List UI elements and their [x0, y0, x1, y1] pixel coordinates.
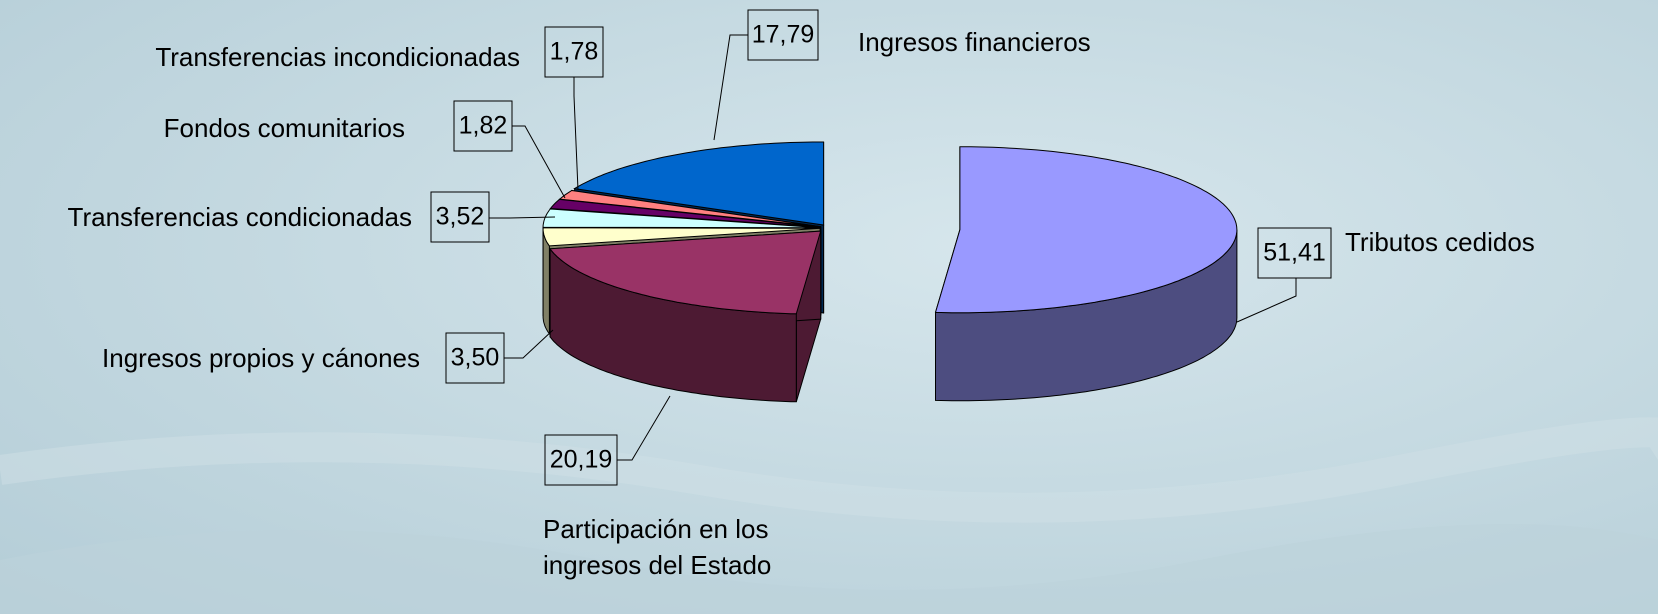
category-label: Fondos comunitarios	[163, 113, 405, 143]
value-label-box	[453, 100, 513, 152]
value-label-box	[445, 332, 505, 384]
leader-line	[504, 329, 554, 359]
slice-top	[934, 146, 1238, 314]
value-label-box	[544, 434, 618, 486]
leader-line	[512, 125, 566, 199]
value-label: 3,50	[451, 344, 500, 372]
value-label: 1,82	[459, 112, 508, 140]
slice-top	[558, 189, 821, 228]
value-label-box	[544, 26, 604, 78]
category-label: Tributos cedidos	[1345, 227, 1535, 257]
value-label-box	[747, 9, 819, 61]
value-label: 17,79	[752, 21, 815, 49]
slice-top	[549, 198, 821, 228]
leader-line	[1236, 278, 1297, 323]
value-label-box	[430, 191, 490, 243]
leader-line	[573, 77, 579, 191]
category-label: Participación en los ingresos del Estado	[543, 514, 772, 580]
pie	[542, 141, 1238, 403]
slice-top	[542, 208, 821, 229]
leader-line	[713, 34, 748, 141]
labels: 51,41 20,19 3,50 3,52 1,82 1,78 17,79	[430, 9, 1332, 486]
slice-top	[573, 141, 825, 226]
slice-top	[549, 230, 822, 315]
value-label: 51,41	[1263, 239, 1326, 267]
category-label: Transferencias condicionadas	[67, 202, 412, 232]
pie-slice	[549, 230, 822, 403]
slice-top	[542, 227, 821, 247]
category-label: Ingresos financieros	[858, 27, 1091, 57]
value-label-box	[1257, 227, 1332, 279]
leader-line	[617, 395, 671, 461]
category-label: Ingresos propios y cánones	[102, 343, 420, 373]
value-label: 20,19	[550, 446, 613, 474]
pie-slice	[934, 146, 1238, 402]
background-wave	[0, 417, 1658, 523]
background-wave	[0, 524, 1658, 614]
value-label: 1,78	[550, 38, 599, 66]
leader-line	[489, 216, 556, 219]
category-label: Transferencias incondicionadas	[155, 42, 520, 72]
value-label: 3,52	[436, 203, 485, 231]
